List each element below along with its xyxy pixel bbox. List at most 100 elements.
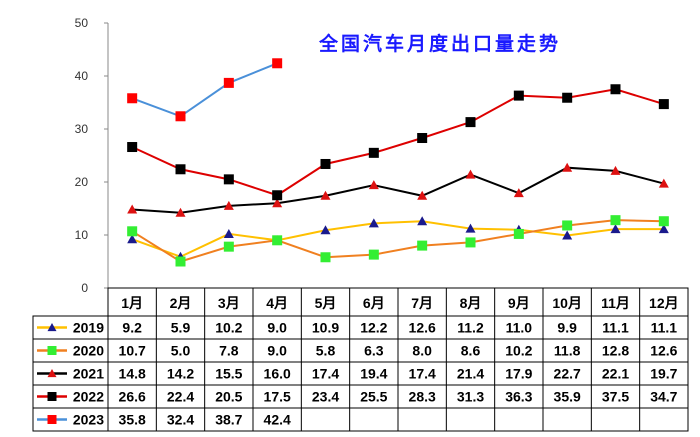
- data-label: 11.1: [602, 320, 629, 336]
- legend-marker-2019: [47, 323, 57, 332]
- category-label: 1月: [121, 295, 143, 311]
- legend-label-2023: 2023: [73, 412, 104, 428]
- legend-marker-2023: [47, 415, 57, 424]
- data-point-2023: [223, 77, 234, 88]
- data-label: 10.7: [119, 343, 146, 359]
- data-point-2019: [417, 216, 428, 226]
- category-label: 4月: [266, 295, 288, 311]
- legend-marker-2021: [47, 369, 57, 378]
- data-label: 8.0: [412, 343, 432, 359]
- category-label: 7月: [411, 295, 433, 311]
- data-label: 35.9: [554, 389, 581, 405]
- data-point-2022: [610, 84, 621, 95]
- data-point-2020: [127, 226, 138, 237]
- category-label: 2月: [170, 295, 192, 311]
- data-point-2021: [513, 188, 524, 198]
- data-point-2022: [465, 117, 476, 128]
- data-label: 25.5: [360, 389, 387, 405]
- data-label: 9.0: [267, 343, 287, 359]
- data-point-2020: [658, 216, 669, 227]
- data-label: 5.8: [316, 343, 336, 359]
- data-point-2023: [272, 58, 283, 69]
- data-label: 15.5: [215, 366, 242, 382]
- data-label: 35.8: [119, 412, 146, 428]
- data-label: 12.6: [650, 343, 677, 359]
- data-label: 14.2: [167, 366, 194, 382]
- data-label: 17.5: [264, 389, 291, 405]
- category-label: 5月: [315, 295, 337, 311]
- data-label: 11.2: [457, 320, 484, 336]
- data-point-2020: [465, 237, 476, 248]
- data-point-2022: [127, 142, 138, 153]
- legend-marker-2022: [47, 392, 57, 401]
- data-point-2021: [272, 198, 283, 208]
- data-point-2019: [320, 225, 331, 235]
- data-point-2019: [223, 228, 234, 238]
- y-tick-label: 50: [75, 16, 89, 30]
- data-point-2021: [368, 180, 379, 190]
- data-point-2020: [368, 249, 379, 260]
- data-point-2021: [127, 204, 138, 214]
- data-point-2022: [368, 147, 379, 158]
- data-label: 28.3: [409, 389, 436, 405]
- data-point-2022: [223, 174, 234, 185]
- data-label: 12.2: [360, 320, 387, 336]
- legend-marker-2020: [47, 346, 57, 355]
- series-line-2021: [132, 166, 665, 214]
- data-point-2019: [127, 234, 138, 244]
- legend-label-2019: 2019: [73, 320, 104, 336]
- data-label: 11.0: [506, 320, 533, 336]
- data-point-2021: [465, 169, 476, 179]
- data-label: 21.4: [457, 366, 484, 382]
- data-label: 22.4: [167, 389, 194, 405]
- data-label: 10.2: [215, 320, 242, 336]
- data-point-2021: [610, 165, 621, 175]
- data-point-2021: [562, 162, 573, 172]
- data-point-2021: [223, 200, 234, 210]
- data-point-2021: [417, 190, 428, 200]
- data-point-2020: [610, 215, 621, 226]
- data-point-2020: [320, 252, 331, 263]
- data-label: 9.0: [267, 320, 287, 336]
- category-label: 9月: [508, 295, 530, 311]
- category-label: 12月: [649, 295, 679, 311]
- data-point-2019: [368, 218, 379, 228]
- data-label: 34.7: [650, 389, 677, 405]
- data-label: 14.8: [119, 366, 146, 382]
- data-label: 17.4: [409, 366, 436, 382]
- data-point-2023: [127, 93, 138, 104]
- legend-label-2022: 2022: [73, 389, 104, 405]
- category-label: 8月: [460, 295, 482, 311]
- data-point-2021: [320, 190, 331, 200]
- series-line-2023: [131, 62, 278, 118]
- data-label: 31.3: [457, 389, 484, 405]
- data-point-2020: [223, 241, 234, 252]
- data-label: 11.8: [554, 343, 581, 359]
- chart-title: 全国汽车月度出口量走势: [318, 32, 561, 55]
- data-label: 38.7: [215, 412, 242, 428]
- data-label: 8.6: [461, 343, 481, 359]
- data-point-2022: [562, 92, 573, 103]
- data-label: 9.2: [122, 320, 142, 336]
- series-line-2020: [131, 219, 664, 263]
- legend-label-2021: 2021: [73, 366, 104, 382]
- y-tick-label: 10: [75, 228, 89, 242]
- data-point-2020: [272, 235, 283, 246]
- data-label: 10.9: [312, 320, 339, 336]
- data-label: 23.4: [312, 389, 339, 405]
- data-point-2022: [175, 164, 186, 175]
- data-label: 19.7: [650, 366, 677, 382]
- data-point-2022: [417, 133, 428, 144]
- y-tick-label: 0: [81, 281, 88, 295]
- data-label: 37.5: [602, 389, 629, 405]
- data-label: 16.0: [264, 366, 291, 382]
- data-label: 9.9: [557, 320, 577, 336]
- category-label: 11月: [601, 295, 630, 311]
- category-label: 3月: [218, 295, 240, 311]
- data-point-2022: [513, 90, 524, 101]
- data-label: 5.9: [171, 320, 191, 336]
- data-label: 12.8: [602, 343, 629, 359]
- data-label: 42.4: [264, 412, 291, 428]
- data-label: 26.6: [119, 389, 146, 405]
- data-label: 32.4: [167, 412, 194, 428]
